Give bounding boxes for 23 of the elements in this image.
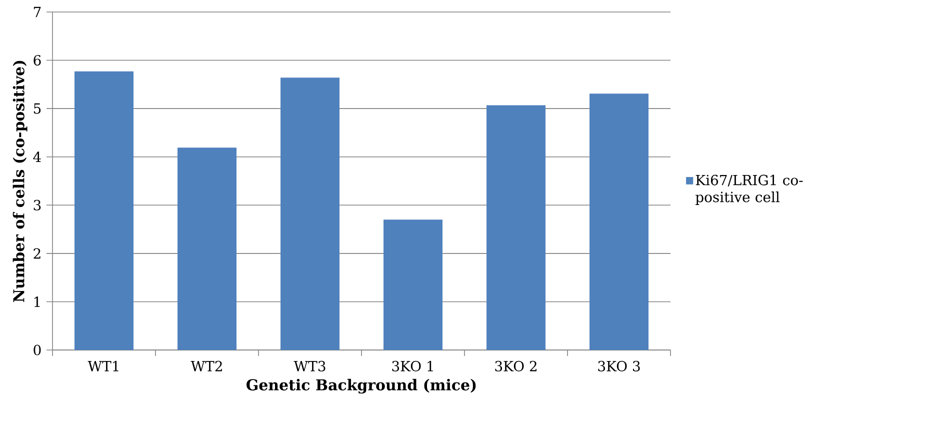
bar xyxy=(74,71,134,350)
x-tick-label: 3KO 3 xyxy=(598,360,640,372)
y-axis-title: Number of cells (co-positive) xyxy=(12,60,28,302)
y-tick-label: 0 xyxy=(34,344,41,356)
x-axis-title: Genetic Background (mice) xyxy=(246,378,476,394)
y-tick-label: 7 xyxy=(34,6,41,18)
x-tick-label: 3KO 2 xyxy=(495,360,536,372)
x-tick-label: WT1 xyxy=(88,360,118,372)
y-tick-label: 5 xyxy=(34,103,41,114)
bar xyxy=(280,78,340,350)
bar xyxy=(590,94,649,350)
legend-label: Ki67/LRIG1 co-positive cell xyxy=(696,174,803,205)
bar xyxy=(178,148,237,350)
y-tick-label: 1 xyxy=(34,296,40,307)
y-tick-label: 3 xyxy=(34,200,41,210)
bar xyxy=(384,220,443,350)
x-tick-label: WT2 xyxy=(190,360,222,372)
x-tick-label: WT3 xyxy=(294,360,326,372)
y-tick-label: 6 xyxy=(34,55,41,66)
y-tick-label: 2 xyxy=(34,248,40,259)
x-tick-label: 3KO 1 xyxy=(392,360,433,372)
y-tick-label: 4 xyxy=(33,152,41,162)
bar xyxy=(486,105,546,350)
